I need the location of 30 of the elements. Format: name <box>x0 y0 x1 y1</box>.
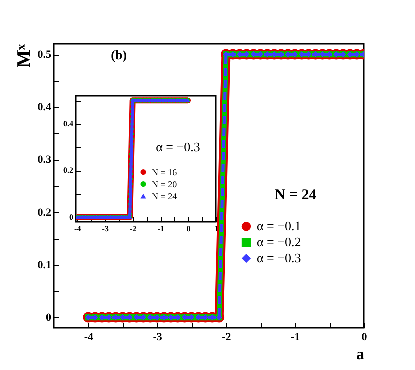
annotation: α = −0.3 <box>156 140 200 155</box>
x-tick-label: -4 <box>74 224 82 234</box>
y-tick-label: 0.2 <box>64 166 74 176</box>
x-tick-label: -1 <box>291 332 300 344</box>
x-tick-label: -3 <box>102 224 109 234</box>
legend-label: N = 24 <box>152 191 178 202</box>
y-tick-label: 0.3 <box>38 154 52 166</box>
legend-label: α = −0.3 <box>257 250 302 266</box>
legend-label: α = −0.2 <box>257 234 302 250</box>
x-tick-label: -3 <box>153 332 163 344</box>
x-tick-label: -2 <box>130 224 137 234</box>
y-tick-label: 0 <box>70 212 74 222</box>
x-tick-label: -1 <box>158 224 164 234</box>
x-tick-label: 0 <box>186 224 191 234</box>
y-tick-label: 0.4 <box>64 120 74 128</box>
annotation: (b) <box>111 47 128 62</box>
legend-label: α = −0.1 <box>257 218 302 234</box>
y-tick-label: 0.5 <box>38 49 52 62</box>
annotation: N = 24 <box>274 188 318 204</box>
legend-label: N = 16 <box>152 167 178 178</box>
y-tick-label: 0.1 <box>38 259 52 272</box>
y-tick-label: 0 <box>46 312 52 324</box>
legend-label: N = 20 <box>152 179 178 190</box>
x-tick-label: -2 <box>222 332 232 344</box>
y-axis-title: Mˣ <box>14 44 35 68</box>
x-axis-title: a <box>356 346 364 364</box>
y-tick-label: 0.2 <box>38 206 52 219</box>
x-tick-label: -4 <box>84 332 94 344</box>
y-tick-label: 0.4 <box>38 102 52 114</box>
x-tick-label: 0 <box>362 332 368 344</box>
